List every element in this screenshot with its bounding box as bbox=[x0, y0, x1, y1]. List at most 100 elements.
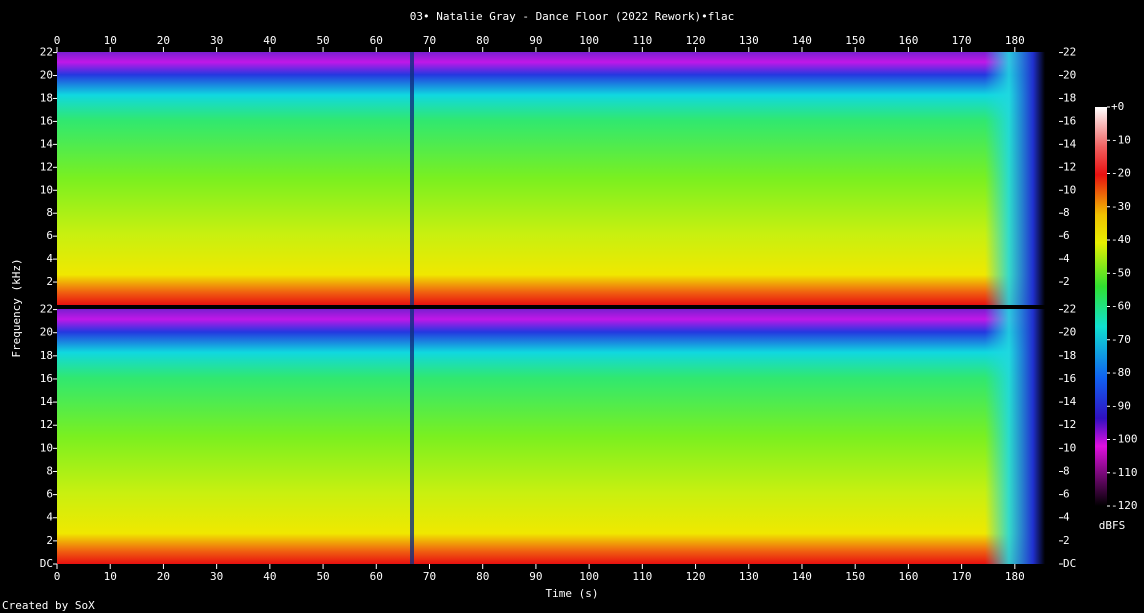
y-tick-label-left: 4 bbox=[46, 511, 53, 524]
x-tick-label-bottom: 60 bbox=[370, 570, 383, 583]
spectrogram-top bbox=[57, 52, 1059, 305]
y-tick-label-right: 6 bbox=[1063, 229, 1070, 242]
y-tick-label-left: 4 bbox=[46, 252, 53, 265]
x-tick-label-top: 10 bbox=[104, 34, 117, 47]
y-tick-label-right: 20 bbox=[1063, 326, 1076, 339]
x-tick-label-bottom: 70 bbox=[423, 570, 436, 583]
colorbar-tick-label: -10 bbox=[1111, 133, 1131, 146]
y-tick-label-left: 8 bbox=[46, 206, 53, 219]
x-tick-label-bottom: 110 bbox=[632, 570, 652, 583]
x-tick-label-bottom: 40 bbox=[263, 570, 276, 583]
y-tick-label-left: 22 bbox=[40, 46, 53, 59]
x-tick-label-bottom: 0 bbox=[54, 570, 61, 583]
y-tick-label-left: 20 bbox=[40, 326, 53, 339]
y-tick-label-left: DC bbox=[40, 557, 53, 570]
y-tick-label-right: 22 bbox=[1063, 303, 1076, 316]
colorbar-tick-label: -20 bbox=[1111, 167, 1131, 180]
x-tick-label-bottom: 170 bbox=[952, 570, 972, 583]
x-tick-label-top: 160 bbox=[898, 34, 918, 47]
y-tick-label-left: 2 bbox=[46, 534, 53, 547]
y-tick-label-left: 18 bbox=[40, 349, 53, 362]
colorbar-tick-label: -70 bbox=[1111, 333, 1131, 346]
y-tick-label-left: 14 bbox=[40, 137, 54, 150]
y-tick-label-right: 8 bbox=[1063, 206, 1070, 219]
y-tick-label-left: 20 bbox=[40, 69, 53, 82]
y-tick-label-right: 10 bbox=[1063, 183, 1076, 196]
colorbar-tick-label: -110 bbox=[1111, 466, 1138, 479]
y-tick-label-right: 22 bbox=[1063, 46, 1076, 59]
y-tick-label-right: 4 bbox=[1063, 252, 1070, 265]
y-tick-label-right: 14 bbox=[1063, 137, 1077, 150]
x-tick-label-top: 130 bbox=[739, 34, 759, 47]
y-tick-label-right: 6 bbox=[1063, 488, 1070, 501]
y-tick-label-right: DC bbox=[1063, 557, 1076, 570]
x-tick-label-bottom: 20 bbox=[157, 570, 170, 583]
y-tick-label-right: 16 bbox=[1063, 114, 1076, 127]
x-tick-label-top: 40 bbox=[263, 34, 276, 47]
y-tick-label-left: 6 bbox=[46, 488, 53, 501]
x-tick-label-bottom: 90 bbox=[529, 570, 542, 583]
y-tick-label-right: 18 bbox=[1063, 349, 1076, 362]
x-axis-label: Time (s) bbox=[546, 587, 599, 600]
y-tick-label-left: 6 bbox=[46, 229, 53, 242]
y-tick-label-left: 18 bbox=[40, 91, 53, 104]
x-tick-label-bottom: 80 bbox=[476, 570, 489, 583]
colorbar-tick-label: -30 bbox=[1111, 200, 1131, 213]
x-tick-label-bottom: 50 bbox=[316, 570, 329, 583]
x-tick-label-bottom: 100 bbox=[579, 570, 599, 583]
y-tick-label-right: 10 bbox=[1063, 441, 1076, 454]
y-tick-label-right: 8 bbox=[1063, 464, 1070, 477]
colorbar bbox=[1095, 107, 1107, 506]
x-tick-label-top: 30 bbox=[210, 34, 223, 47]
x-tick-label-top: 120 bbox=[686, 34, 706, 47]
x-tick-label-bottom: 30 bbox=[210, 570, 223, 583]
x-tick-label-top: 50 bbox=[316, 34, 329, 47]
colorbar-tick-label: -40 bbox=[1111, 233, 1131, 246]
y-tick-label-left: 16 bbox=[40, 372, 53, 385]
x-tick-label-top: 170 bbox=[952, 34, 972, 47]
x-tick-label-bottom: 130 bbox=[739, 570, 759, 583]
y-tick-label-right: 2 bbox=[1063, 534, 1070, 547]
y-tick-label-right: 12 bbox=[1063, 418, 1076, 431]
x-tick-label-top: 100 bbox=[579, 34, 599, 47]
x-tick-label-bottom: 10 bbox=[104, 570, 117, 583]
x-tick-label-bottom: 120 bbox=[686, 570, 706, 583]
colorbar-label: dBFS bbox=[1099, 519, 1126, 532]
y-tick-label-left: 10 bbox=[40, 441, 53, 454]
colorbar-tick-label: -100 bbox=[1111, 433, 1138, 446]
x-tick-label-top: 60 bbox=[370, 34, 383, 47]
x-tick-label-top: 20 bbox=[157, 34, 170, 47]
x-tick-label-top: 80 bbox=[476, 34, 489, 47]
colorbar-tick-label: -60 bbox=[1111, 300, 1131, 313]
x-tick-label-top: 90 bbox=[529, 34, 542, 47]
y-tick-label-right: 16 bbox=[1063, 372, 1076, 385]
y-tick-label-right: 2 bbox=[1063, 275, 1070, 288]
x-tick-label-bottom: 160 bbox=[898, 570, 918, 583]
y-tick-label-left: 10 bbox=[40, 183, 53, 196]
y-tick-label-left: 16 bbox=[40, 114, 53, 127]
x-tick-label-top: 140 bbox=[792, 34, 812, 47]
y-axis-label: Frequency (kHz) bbox=[10, 258, 23, 357]
spectrogram-bottom bbox=[57, 309, 1059, 564]
x-tick-label-bottom: 150 bbox=[845, 570, 865, 583]
x-tick-label-bottom: 180 bbox=[1005, 570, 1025, 583]
y-tick-label-left: 2 bbox=[46, 275, 53, 288]
y-tick-label-right: 4 bbox=[1063, 511, 1070, 524]
x-tick-label-top: 180 bbox=[1005, 34, 1025, 47]
y-tick-label-right: 18 bbox=[1063, 91, 1076, 104]
colorbar-tick-label: -120 bbox=[1111, 499, 1138, 512]
x-tick-label-top: 70 bbox=[423, 34, 436, 47]
y-tick-label-left: 12 bbox=[40, 418, 53, 431]
x-tick-label-top: 110 bbox=[632, 34, 652, 47]
y-tick-label-left: 8 bbox=[46, 464, 53, 477]
colorbar-tick-label: -90 bbox=[1111, 399, 1131, 412]
y-tick-label-right: 14 bbox=[1063, 395, 1077, 408]
y-tick-label-left: 12 bbox=[40, 160, 53, 173]
colorbar-tick-label: +0 bbox=[1111, 100, 1124, 113]
y-tick-label-left: 22 bbox=[40, 303, 53, 316]
y-tick-label-right: 12 bbox=[1063, 160, 1076, 173]
x-tick-label-top: 0 bbox=[54, 34, 61, 47]
y-tick-label-right: 20 bbox=[1063, 69, 1076, 82]
y-tick-label-left: 14 bbox=[40, 395, 54, 408]
